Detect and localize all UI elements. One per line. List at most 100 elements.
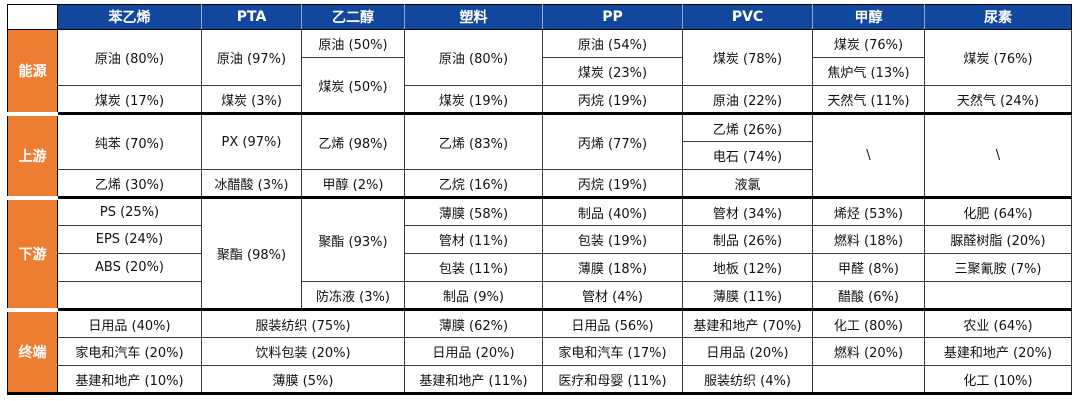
- table-cell: 薄膜 (18%): [542, 253, 683, 282]
- header-row: 苯乙烯 PTA 乙二醇 塑料 PP PVC 甲醇 尿素: [7, 4, 1072, 30]
- table-cell: 乙烯 (26%): [682, 112, 813, 142]
- table-cell: 日用品 (56%): [542, 308, 683, 338]
- table-cell: EPS (24%): [57, 225, 202, 254]
- table-cell: 焦炉气 (13%): [812, 57, 925, 86]
- table-cell: [812, 365, 925, 394]
- row-label-downstream: 下游: [7, 195, 58, 310]
- table-row: 防冻液 (3%) 制品 (9%) 管材 (4%) 薄膜 (11%) 醋酸 (6%…: [8, 281, 1072, 310]
- table-cell: 家电和汽车 (17%): [542, 337, 683, 366]
- table-cell: 天然气 (24%): [924, 85, 1072, 114]
- table-cell: 管材 (11%): [404, 225, 543, 254]
- table-cell: 煤炭 (23%): [542, 57, 683, 86]
- table-row: EPS (24%) 管材 (11%) 包装 (19%) 制品 (26%) 燃料 …: [8, 225, 1072, 254]
- table-cell: 服装纺织 (4%): [682, 365, 813, 394]
- table-cell: 冰醋酸 (3%): [201, 169, 302, 198]
- table-cell: 燃料 (18%): [812, 225, 925, 254]
- table-cell: 包装 (11%): [404, 253, 543, 282]
- table-cell: 烯烃 (53%): [812, 196, 925, 226]
- product-cost-structure-table: 苯乙烯 PTA 乙二醇 塑料 PP PVC 甲醇 尿素 能源 原油 (80%) …: [7, 4, 1072, 395]
- table-cell: 制品 (26%): [682, 225, 813, 254]
- table-cell: 农业 (64%): [924, 308, 1072, 338]
- table-cell: 原油 (97%): [201, 29, 302, 86]
- table-cell: 日用品 (40%): [57, 308, 202, 338]
- table-row: 家电和汽车 (20%) 饮料包装 (20%) 日用品 (20%) 家电和汽车 (…: [8, 337, 1072, 366]
- table-cell: PX (97%): [201, 112, 302, 170]
- table-cell: 基建和地产 (11%): [404, 365, 543, 394]
- table-cell: 电石 (74%): [682, 141, 813, 170]
- table-cell: 三聚氰胺 (7%): [924, 253, 1072, 282]
- table-cell: 天然气 (11%): [812, 85, 925, 114]
- table-cell: 包装 (19%): [542, 225, 683, 254]
- table-row: 电石 (74%): [8, 141, 1072, 170]
- table-cell: 煤炭 (50%): [301, 57, 405, 114]
- row-label-upstream: 上游: [7, 111, 58, 198]
- table-cell: 基建和地产 (10%): [57, 365, 202, 394]
- table-cell: 原油 (54%): [542, 29, 683, 58]
- col-header-pta: PTA: [201, 4, 302, 30]
- table-cell: 原油 (22%): [682, 85, 813, 114]
- col-header-styrene: 苯乙烯: [57, 4, 202, 30]
- table-cell: 煤炭 (19%): [404, 85, 543, 114]
- table-cell: 原油 (80%): [57, 29, 202, 86]
- table-cell: \: [812, 112, 925, 198]
- table-row: 能源 原油 (80%) 原油 (97%) 原油 (50%) 原油 (80%) 原…: [7, 29, 1072, 114]
- table-cell: 乙烯 (83%): [404, 112, 543, 170]
- table-row: 下游 PS (25%) 聚酯 (98%) 聚酯 (93%) 薄膜 (58%) 制…: [7, 195, 1072, 310]
- table-cell: 饮料包装 (20%): [201, 337, 405, 366]
- table-cell: [924, 281, 1072, 310]
- table-cell: 煤炭 (17%): [57, 85, 202, 114]
- table-row: 基建和地产 (10%) 薄膜 (5%) 基建和地产 (11%) 医疗和母婴 (1…: [8, 365, 1072, 394]
- corner-cell: [7, 4, 58, 30]
- table-cell: 制品 (40%): [542, 196, 683, 226]
- table-cell: 家电和汽车 (20%): [57, 337, 202, 366]
- row-label-terminal: 终端: [7, 307, 58, 394]
- table-cell: 纯苯 (70%): [57, 112, 202, 170]
- table-cell: 煤炭 (3%): [201, 85, 302, 114]
- table-row: 终端 日用品 (40%) 服装纺织 (75%) 薄膜 (62%) 日用品 (56…: [7, 307, 1072, 394]
- table-cell: 制品 (9%): [404, 281, 543, 310]
- table-cell: 乙烯 (98%): [301, 112, 405, 170]
- table-cell: 管材 (4%): [542, 281, 683, 310]
- table-cell: 基建和地产 (70%): [682, 308, 813, 338]
- table-row: 煤炭 (17%) 煤炭 (3%) 煤炭 (19%) 丙烷 (19%) 原油 (2…: [8, 85, 1072, 114]
- table-cell: 乙烷 (16%): [404, 169, 543, 198]
- table-cell: 服装纺织 (75%): [201, 308, 405, 338]
- table-cell: 薄膜 (58%): [404, 196, 543, 226]
- table-cell: 薄膜 (11%): [682, 281, 813, 310]
- table-cell: 基建和地产 (20%): [924, 337, 1072, 366]
- table-cell: 医疗和母婴 (11%): [542, 365, 683, 394]
- table-cell: PS (25%): [57, 196, 202, 226]
- table-cell: 化肥 (64%): [924, 196, 1072, 226]
- table-row: 上游 纯苯 (70%) PX (97%) 乙烯 (98%) 乙烯 (83%) 丙…: [7, 111, 1072, 198]
- table-cell: 煤炭 (78%): [682, 29, 813, 86]
- col-header-methanol: 甲醇: [812, 4, 925, 30]
- table-cell: 煤炭 (76%): [924, 29, 1072, 86]
- table-cell: 聚酯 (98%): [201, 196, 302, 310]
- table-cell: 燃料 (20%): [812, 337, 925, 366]
- table-cell: [57, 281, 202, 310]
- table-cell: 原油 (50%): [301, 29, 405, 58]
- col-header-urea: 尿素: [924, 4, 1072, 30]
- table-row: 乙烯 (30%) 冰醋酸 (3%) 甲醇 (2%) 乙烷 (16%) 丙烷 (1…: [8, 169, 1072, 198]
- table-cell: 化工 (80%): [812, 308, 925, 338]
- table-cell: 化工 (10%): [924, 365, 1072, 394]
- table-cell: ABS (20%): [57, 253, 202, 282]
- table-cell: 原油 (80%): [404, 29, 543, 86]
- table-cell: 丙烯 (77%): [542, 112, 683, 170]
- table-cell: 丙烷 (19%): [542, 169, 683, 198]
- table-cell: 丙烷 (19%): [542, 85, 683, 114]
- table-cell: 脲醛树脂 (20%): [924, 225, 1072, 254]
- table-row: ABS (20%) 包装 (11%) 薄膜 (18%) 地板 (12%) 甲醛 …: [8, 253, 1072, 282]
- col-header-pvc: PVC: [682, 4, 813, 30]
- table-cell: 甲醇 (2%): [301, 169, 405, 198]
- table-cell: 液氯: [682, 169, 813, 198]
- table-cell: 聚酯 (93%): [301, 196, 405, 282]
- table-cell: 薄膜 (62%): [404, 308, 543, 338]
- col-header-plastics: 塑料: [404, 4, 543, 30]
- row-label-energy: 能源: [7, 29, 58, 114]
- table-cell: 煤炭 (76%): [812, 29, 925, 58]
- table-cell: 乙烯 (30%): [57, 169, 202, 198]
- col-header-pp: PP: [542, 4, 683, 30]
- table-cell: 日用品 (20%): [682, 337, 813, 366]
